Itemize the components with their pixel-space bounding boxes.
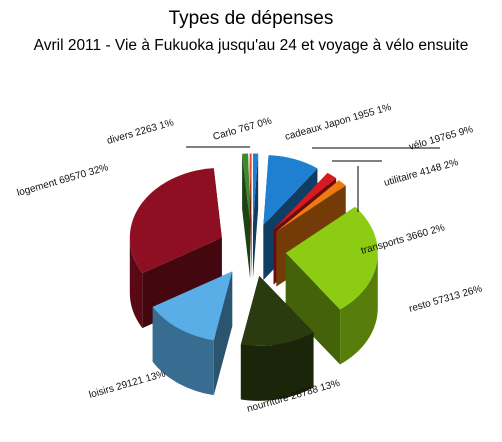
slice-label-velo: vélo 19765 9% xyxy=(408,124,475,153)
slice-label-divers: divers 2263 1% xyxy=(106,117,175,147)
slice-label-resto: resto 57313 26% xyxy=(408,283,484,314)
slice-label-logement: logement 69570 32% xyxy=(16,162,110,199)
slice-label-cadeaux-japon: cadeaux Japon 1955 1% xyxy=(284,102,393,143)
pie-slice-resto xyxy=(285,206,378,365)
slice-label-loisirs: loisirs 29121 13% xyxy=(88,369,167,401)
pie-slice-divers xyxy=(242,153,251,279)
pie-slice-loisirs xyxy=(152,271,233,396)
pie-slice-cadeaux-japon xyxy=(252,153,259,279)
slice-label-carlo: Carlo 767 0% xyxy=(212,116,273,143)
chart-subtitle: Avril 2011 - Vie à Fukuoka jusqu'au 24 e… xyxy=(33,37,469,54)
pie-slice-carlo xyxy=(249,153,252,279)
slice-label-utilitaire: utilitaire 4148 2% xyxy=(383,157,460,189)
pie-slice-nourriture xyxy=(240,275,314,401)
chart-title: Types de dépenses xyxy=(168,8,334,29)
